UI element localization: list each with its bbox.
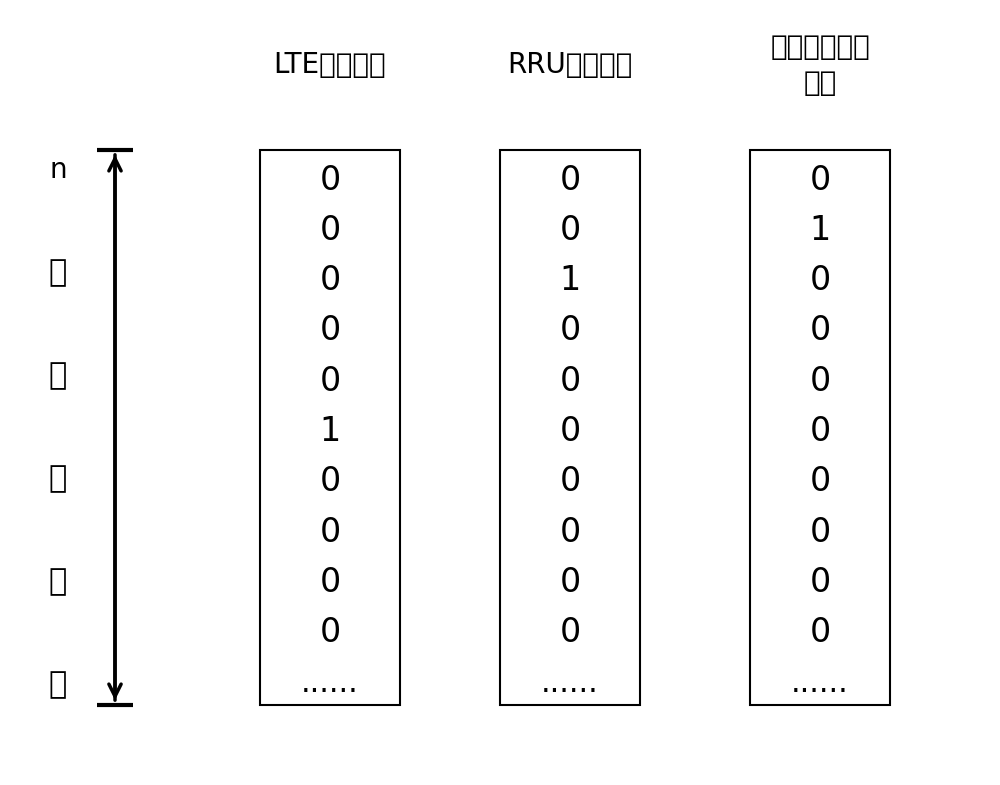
Text: 0: 0 (319, 616, 341, 649)
Text: 1: 1 (559, 264, 581, 297)
Text: 0: 0 (809, 466, 831, 498)
Text: ......: ...... (791, 669, 849, 698)
Text: 个: 个 (49, 258, 67, 287)
Text: 0: 0 (319, 163, 341, 196)
Text: 0: 0 (809, 163, 831, 196)
Text: LTE小区退服: LTE小区退服 (274, 51, 386, 79)
Text: ......: ...... (541, 669, 599, 698)
Text: 0: 0 (319, 516, 341, 549)
Text: 型: 型 (49, 465, 67, 494)
Text: 告: 告 (49, 568, 67, 597)
Text: 0: 0 (319, 214, 341, 246)
Text: 0: 0 (809, 315, 831, 348)
Text: ......: ...... (301, 669, 359, 698)
Text: n: n (49, 156, 67, 184)
Text: 0: 0 (809, 365, 831, 398)
Text: 0: 0 (559, 415, 581, 448)
Text: 0: 0 (559, 315, 581, 348)
Bar (260, 150, 400, 705)
Text: 故障: 故障 (803, 69, 837, 97)
Bar (750, 150, 890, 705)
Text: RRU链路断链: RRU链路断链 (507, 51, 633, 79)
Text: 0: 0 (559, 365, 581, 398)
Text: 0: 0 (319, 365, 341, 398)
Text: 0: 0 (809, 516, 831, 549)
Text: 0: 0 (319, 264, 341, 297)
Text: 0: 0 (319, 315, 341, 348)
Text: 0: 0 (559, 516, 581, 549)
Text: 0: 0 (319, 566, 341, 599)
Text: 0: 0 (319, 466, 341, 498)
Text: 光口接收链路: 光口接收链路 (770, 33, 870, 61)
Text: 0: 0 (559, 163, 581, 196)
Text: 类: 类 (49, 362, 67, 390)
Text: 0: 0 (559, 466, 581, 498)
Text: 1: 1 (809, 214, 831, 246)
Text: 警: 警 (49, 670, 67, 699)
Text: 0: 0 (559, 214, 581, 246)
Text: 1: 1 (319, 415, 341, 448)
Text: 0: 0 (559, 616, 581, 649)
Bar (500, 150, 640, 705)
Text: 0: 0 (559, 566, 581, 599)
Text: 0: 0 (809, 415, 831, 448)
Text: 0: 0 (809, 566, 831, 599)
Text: 0: 0 (809, 264, 831, 297)
Text: 0: 0 (809, 616, 831, 649)
